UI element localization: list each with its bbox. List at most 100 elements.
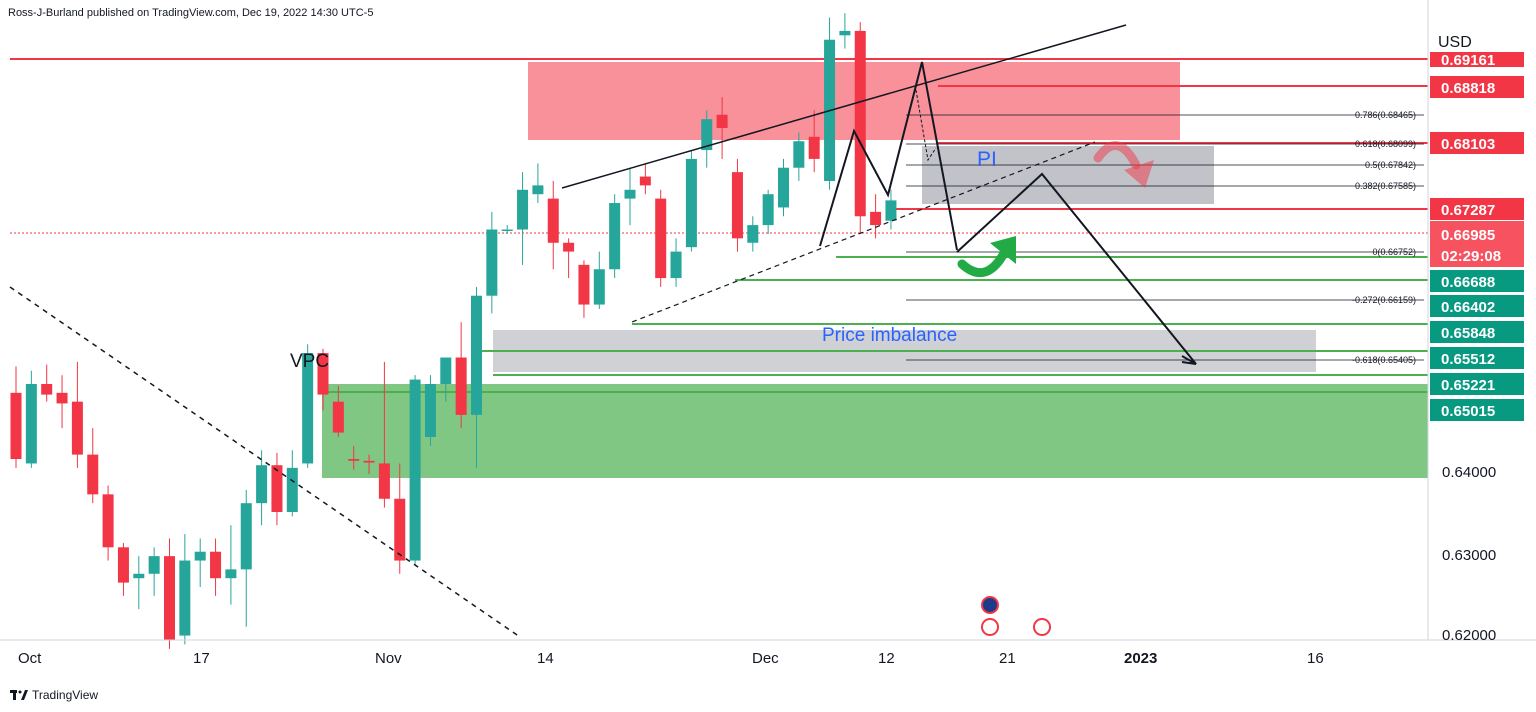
candle-bearish[interactable] xyxy=(394,498,406,561)
candle-bullish[interactable] xyxy=(701,119,713,151)
demand-zone xyxy=(322,384,1428,478)
candle-bearish[interactable] xyxy=(716,114,728,128)
bearish-curved-arrow xyxy=(1093,141,1141,170)
candle-bearish[interactable] xyxy=(41,384,53,395)
price-tag-bg xyxy=(1430,198,1524,220)
candle-bearish[interactable] xyxy=(56,392,68,404)
rising-support-dashed-line xyxy=(631,141,1096,323)
candle-bullish[interactable] xyxy=(133,573,145,579)
candle-bearish[interactable] xyxy=(71,401,83,455)
candle-bullish[interactable] xyxy=(609,203,621,270)
candle-bullish[interactable] xyxy=(302,353,314,464)
current-price-label: 0.66985 xyxy=(1441,227,1495,244)
bullish-arrow-head xyxy=(990,236,1016,264)
candle-bearish[interactable] xyxy=(271,465,283,512)
candle-bullish[interactable] xyxy=(747,225,759,243)
candle-bullish[interactable] xyxy=(194,551,206,561)
candle-bearish[interactable] xyxy=(547,198,559,243)
measure-dashed-line xyxy=(915,89,937,162)
price-tag-bg xyxy=(1430,52,1524,67)
candle-bullish[interactable] xyxy=(670,251,682,279)
price-imbalance-label: Price imbalance xyxy=(822,325,957,346)
price-tag-bg xyxy=(1430,76,1524,98)
candle-bullish[interactable] xyxy=(793,141,805,168)
downtrend-dashed-line xyxy=(9,286,521,638)
candle-bullish[interactable] xyxy=(225,569,237,579)
price-tag-bg xyxy=(1430,373,1524,395)
candle-bearish[interactable] xyxy=(731,172,743,239)
current-price-tag-bg xyxy=(1430,221,1524,267)
candle-bullish[interactable] xyxy=(778,167,789,208)
au-flag-icon[interactable] xyxy=(981,596,999,614)
candle-bearish[interactable] xyxy=(854,30,866,217)
candle-bearish[interactable] xyxy=(808,136,820,159)
candle-bullish[interactable] xyxy=(486,229,498,296)
price-tag-label: 0.67287 xyxy=(1441,202,1495,219)
candle-bullish[interactable] xyxy=(593,269,605,305)
price-tags: 0.69161 0.68818 0.68103 0.67287 0.66985 … xyxy=(1430,52,1524,421)
bearish-arrow-head xyxy=(1124,160,1154,188)
candle-bearish[interactable] xyxy=(563,242,575,252)
candle-bearish[interactable] xyxy=(210,551,222,579)
pi-zone xyxy=(922,146,1214,204)
x-tick-label: Nov xyxy=(375,650,402,667)
x-tick-label: 14 xyxy=(537,650,554,667)
candle-bearish[interactable] xyxy=(332,401,344,433)
candle-bullish[interactable] xyxy=(286,467,298,512)
candle-bearish[interactable] xyxy=(102,494,114,548)
candle-bearish[interactable] xyxy=(578,264,590,305)
candle-bullish[interactable] xyxy=(256,465,268,504)
candle-bullish[interactable] xyxy=(624,189,636,199)
price-tag-label: 0.65221 xyxy=(1441,377,1495,394)
candle-bearish[interactable] xyxy=(655,198,667,279)
candle-bullish[interactable] xyxy=(839,30,851,36)
candle-bullish[interactable] xyxy=(501,229,513,232)
pi-label: PI xyxy=(977,148,997,171)
candle-bearish[interactable] xyxy=(639,176,651,186)
x-tick-label: Dec xyxy=(752,650,779,667)
fib-labels: 0.786(0.68465) 0.618(0.68099) 0.5(0.6784… xyxy=(1352,110,1416,365)
fib-label-0: 0(0.66752) xyxy=(1372,247,1416,257)
candle-bearish[interactable] xyxy=(164,556,175,640)
candle-bullish[interactable] xyxy=(240,503,252,570)
us-flag-icon[interactable] xyxy=(981,618,999,636)
candle-bullish[interactable] xyxy=(25,384,37,464)
candle-bullish[interactable] xyxy=(517,189,529,230)
fib-label-0618: 0.618(0.68099) xyxy=(1355,139,1416,149)
tradingview-footer[interactable]: TradingView xyxy=(10,688,98,702)
price-tag-label: 0.66402 xyxy=(1441,299,1495,316)
candle-bullish[interactable] xyxy=(885,200,897,221)
fibonacci-extension xyxy=(906,114,1424,361)
candle-bullish[interactable] xyxy=(762,194,774,226)
candle-bearish[interactable] xyxy=(455,357,467,415)
candle-bullish[interactable] xyxy=(440,357,452,384)
candle-bullish[interactable] xyxy=(532,185,544,195)
price-tag-bg xyxy=(1430,321,1524,343)
candle-bearish[interactable] xyxy=(363,460,375,463)
candle-bearish[interactable] xyxy=(10,392,22,460)
candle-bullish[interactable] xyxy=(424,384,436,437)
candle-bullish[interactable] xyxy=(409,379,421,561)
candle-bullish[interactable] xyxy=(148,556,160,574)
x-tick-label: 16 xyxy=(1307,650,1324,667)
candle-bearish[interactable] xyxy=(87,454,99,495)
y-tick-label: 0.62000 xyxy=(1442,627,1496,644)
candle-bearish[interactable] xyxy=(117,547,129,583)
fib-label-minus0272: -0.272(0.66159) xyxy=(1352,295,1416,305)
tradingview-brand: TradingView xyxy=(32,688,99,702)
candle-bearish[interactable] xyxy=(317,353,329,395)
candle-bearish[interactable] xyxy=(870,211,882,226)
us-flag-icon[interactable] xyxy=(1033,618,1051,636)
event-icons[interactable] xyxy=(981,596,1051,636)
price-tag-label: 0.65848 xyxy=(1441,325,1495,342)
candle-bearish[interactable] xyxy=(378,463,390,499)
fib-label-0786: 0.786(0.68465) xyxy=(1355,110,1416,120)
candle-bullish[interactable] xyxy=(685,158,697,248)
countdown-label: 02:29:08 xyxy=(1441,248,1501,265)
candle-bullish[interactable] xyxy=(471,295,482,415)
candle-bearish[interactable] xyxy=(348,459,360,461)
projection-arrowhead xyxy=(1181,355,1197,365)
upper-trend-line xyxy=(561,24,1127,189)
candle-bullish[interactable] xyxy=(179,560,191,636)
